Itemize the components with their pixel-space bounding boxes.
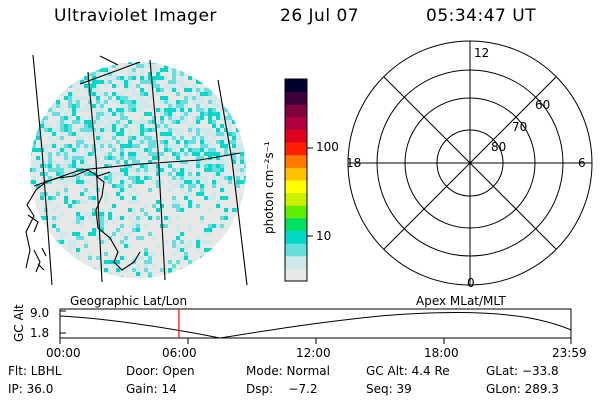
parallel-line — [33, 152, 241, 187]
alt-ytick-label: 9.0 — [30, 306, 50, 320]
parallel-line — [79, 61, 141, 85]
colorbar-cell — [285, 129, 307, 143]
time-label: 05:34:47 UT — [426, 6, 537, 26]
colorbar-cell — [285, 255, 307, 269]
mlt-label-0: 0 — [467, 276, 475, 290]
door-status: Door: Open — [126, 364, 195, 378]
mlt-label-12: 12 — [474, 46, 490, 60]
mlt-label-18: 18 — [346, 156, 362, 170]
meridian-line — [87, 71, 103, 283]
instrument-title: Ultraviolet Imager — [54, 6, 217, 26]
altitude-curve — [59, 311, 572, 339]
colorbar-cell — [285, 243, 307, 257]
apex-coord-title: Apex MLat/MLT — [416, 294, 506, 308]
meridian-line — [99, 55, 119, 66]
seq-value: Seq: 39 — [366, 382, 412, 396]
dsp-value: Dsp: −7.2 — [246, 382, 318, 396]
ip-value: IP: 36.0 — [8, 382, 54, 396]
colorbar-cell — [285, 79, 307, 93]
colorbar-cell — [285, 167, 307, 181]
colorbar-tick-label: 100 — [316, 140, 339, 154]
colorbar-tick-label: 10 — [316, 229, 332, 243]
geo-coord-title: Geographic Lat/Lon — [70, 294, 188, 308]
alt-ytick-label: 1.8 — [30, 326, 50, 340]
alt-xtick-label: 18:00 — [424, 346, 459, 360]
colorbar-cell — [285, 116, 307, 130]
gain-value: Gain: 14 — [126, 382, 177, 396]
colorbar-cell — [285, 180, 307, 194]
polar-diagonal — [383, 76, 557, 250]
meridian-line — [149, 59, 166, 281]
colorbar-cell — [285, 217, 307, 231]
mlat-label-60: 60 — [535, 98, 551, 112]
colorbar-cell — [285, 230, 307, 244]
colorbar-cell — [285, 104, 307, 118]
alt-xtick-label: 23:59 — [552, 346, 587, 360]
alt-xtick-label: 00:00 — [46, 346, 81, 360]
alt-xtick-label: 06:00 — [162, 346, 197, 360]
alt-xtick-label: 12:00 — [296, 346, 331, 360]
mlat-label-80: 80 — [491, 140, 507, 154]
gc-alt-value: GC Alt: 4.4 Re — [366, 364, 450, 378]
colorbar-cell — [285, 91, 307, 105]
coastline — [25, 169, 141, 273]
mlt-label-6: 6 — [578, 156, 586, 170]
colorbar-cell — [285, 154, 307, 168]
mlat-label-70: 70 — [512, 120, 528, 134]
colorbar-cell — [285, 268, 307, 282]
date-label: 26 Jul 07 — [280, 6, 360, 26]
colorbar-cell — [285, 205, 307, 219]
glon-value: GLon: 289.3 — [486, 382, 559, 396]
meridian-line — [32, 54, 53, 286]
mode-value: Mode: Normal — [246, 364, 330, 378]
filter-value: Flt: LBHL — [8, 364, 62, 378]
meridian-line — [217, 79, 248, 286]
colorbar-cell — [285, 192, 307, 206]
glat-value: GLat: −33.8 — [486, 364, 559, 378]
colorbar-cell — [285, 142, 307, 156]
